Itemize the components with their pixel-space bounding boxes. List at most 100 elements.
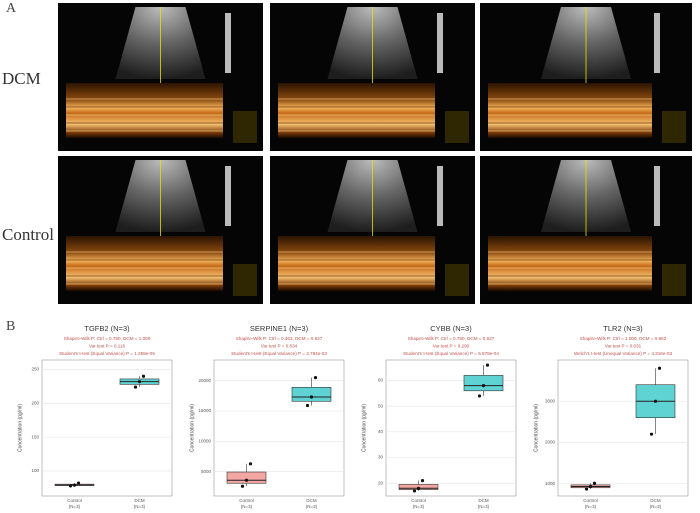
mmode-band <box>278 236 435 291</box>
x-tick-label: DCM <box>650 498 660 503</box>
box-plots: TGFB2 (N=3) Shapiro-Wilk P: Ctrl = 0.780,… <box>17 324 689 509</box>
scale-bar <box>437 13 443 73</box>
row-label: Control <box>2 225 54 244</box>
x-tick-note: (N=3) <box>134 504 146 509</box>
x-tick-label: Control <box>583 498 598 503</box>
data-point <box>141 374 146 378</box>
x-tick-note: (N=3) <box>413 504 425 509</box>
data-point <box>72 483 77 487</box>
chart-subtitle: Shapiro-Wilk P: Ctrl = 0.780, DCM = 0.63… <box>408 336 495 341</box>
y-axis-label: Concentration (pg/ml) <box>189 404 195 452</box>
y-tick-label: 150 <box>31 434 39 439</box>
x-tick-label: Control <box>67 498 82 503</box>
data-point <box>588 484 593 489</box>
scale-bar <box>654 166 660 226</box>
chart-subtitle: Student's t-test (Equal Variance) P = 5.… <box>403 351 499 356</box>
y-tick-label: 20 <box>378 480 384 485</box>
data-point <box>592 481 597 485</box>
y-tick-label: 50 <box>378 403 384 408</box>
data-point <box>584 487 589 491</box>
data-point <box>68 484 73 488</box>
chart-title: CYBB (N=3) <box>430 324 472 333</box>
x-tick-label: Control <box>239 498 254 503</box>
mmode-band <box>488 83 652 138</box>
params <box>233 264 257 296</box>
data-point <box>313 376 318 380</box>
ultrasound-images <box>58 3 692 304</box>
mmode-band <box>278 83 435 138</box>
panel-label: A <box>6 1 17 16</box>
y-tick-label: 100 <box>31 468 39 473</box>
data-point <box>248 462 253 466</box>
chart-subtitle: Shapiro-Wilk P: Ctrl = 1.000, DCM = 0.86… <box>580 336 667 341</box>
x-tick-note: (N=3) <box>478 504 490 509</box>
x-tick-label: DCM <box>478 498 488 503</box>
data-point <box>240 484 245 488</box>
x-tick-label: Control <box>411 498 426 503</box>
data-point <box>420 479 425 483</box>
data-point <box>137 380 142 384</box>
data-point <box>416 486 421 490</box>
x-tick-note: (N=3) <box>585 504 597 509</box>
mmode-band <box>488 236 652 291</box>
chart-subtitle: Shapiro-Wilk P: Ctrl = 0.780, DCM = 1.00… <box>64 336 151 341</box>
mmode-band <box>66 83 223 138</box>
chart-subtitle: Student's t-test (Equal Variance) P = 2.… <box>231 351 327 356</box>
box <box>463 375 504 392</box>
chart-subtitle: Var test P = 0.116 <box>89 344 126 349</box>
params <box>445 264 469 296</box>
data-point <box>485 363 490 367</box>
data-point <box>412 489 417 493</box>
chart-subtitle: Var test P = 0.031 <box>605 344 642 349</box>
y-tick-label: 20000 <box>198 378 211 383</box>
data-point <box>481 384 486 388</box>
data-point <box>305 403 310 408</box>
x-tick-note: (N=3) <box>650 504 662 509</box>
y-tick-label: 3000 <box>545 398 556 403</box>
scale-bar <box>437 166 443 226</box>
panel-label: B <box>6 319 15 334</box>
x-tick-label: DCM <box>306 498 316 503</box>
y-tick-label: 200 <box>31 400 39 405</box>
x-tick-note: (N=3) <box>306 504 318 509</box>
data-point <box>657 366 662 370</box>
y-axis-label: Concentration (pg/ml) <box>533 404 539 452</box>
chart-subtitle: Welch's t-test (Unequal Variance) P = 4.… <box>574 351 672 356</box>
mmode-band <box>66 236 223 291</box>
data-point <box>244 478 249 482</box>
y-tick-label: 60 <box>378 378 384 383</box>
y-tick-label: 15000 <box>198 408 211 413</box>
y-tick-label: 1000 <box>545 481 556 486</box>
params <box>233 111 257 143</box>
chart-subtitle: Var test P = 0.634 <box>261 344 298 349</box>
x-tick-note: (N=3) <box>69 504 81 509</box>
data-point <box>477 394 482 398</box>
y-tick-label: 250 <box>31 367 39 372</box>
data-point <box>309 395 314 399</box>
scale-bar <box>225 13 231 73</box>
chart-title: TLR2 (N=3) <box>603 324 643 333</box>
data-point <box>653 399 658 403</box>
box <box>291 387 332 402</box>
y-tick-label: 30 <box>378 455 384 460</box>
params <box>662 111 686 143</box>
data-point <box>649 432 654 436</box>
y-tick-label: 10000 <box>198 439 211 444</box>
y-tick-label: 5000 <box>201 469 212 474</box>
plot-area <box>557 359 689 497</box>
params <box>445 111 469 143</box>
x-tick-label: DCM <box>134 498 144 503</box>
scale-bar <box>654 13 660 73</box>
box <box>226 471 267 484</box>
params <box>662 264 686 296</box>
y-tick-label: 40 <box>378 429 384 434</box>
data-point <box>133 385 138 389</box>
y-axis-label: Concentration (pg/ml) <box>17 404 23 452</box>
chart-subtitle: Var test P = 0.290 <box>433 344 470 349</box>
chart-subtitle: Student's t-test (Equal Variance) P = 1.… <box>59 351 155 356</box>
chart-subtitle: Shapiro-Wilk P: Ctrl = 0.463, DCM = 0.63… <box>236 336 323 341</box>
chart-title: TGFB2 (N=3) <box>84 324 130 333</box>
y-tick-label: 2000 <box>545 440 556 445</box>
scale-bar <box>225 166 231 226</box>
